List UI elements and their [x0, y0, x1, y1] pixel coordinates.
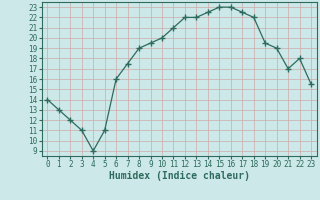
- X-axis label: Humidex (Indice chaleur): Humidex (Indice chaleur): [109, 171, 250, 181]
